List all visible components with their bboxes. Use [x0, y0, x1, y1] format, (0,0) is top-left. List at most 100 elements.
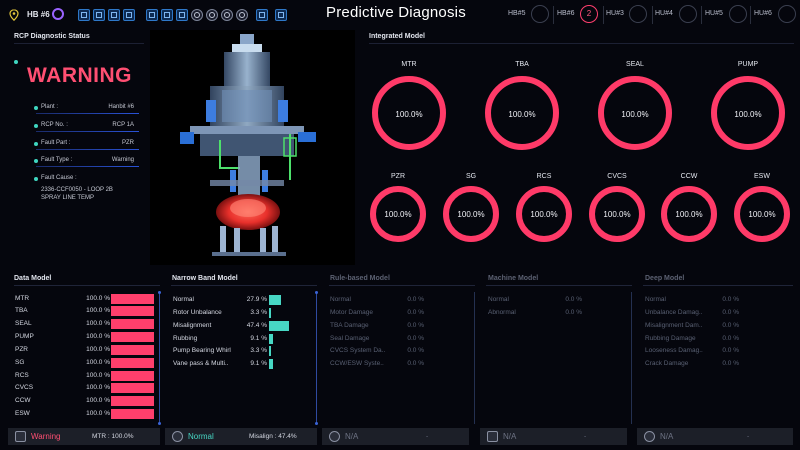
- plant-status-icon[interactable]: [52, 8, 64, 20]
- data-model-row-value: 100.0 %: [86, 346, 110, 353]
- narrow-band-row-label: Misalignment: [173, 322, 212, 329]
- divider: [36, 149, 139, 150]
- narrow-band-status: Normal: [188, 432, 214, 441]
- integrated-ring-seal[interactable]: SEAL 100.0%: [596, 60, 674, 160]
- deep-model-title: Deep Model: [645, 275, 685, 282]
- disc-icon[interactable]: [191, 9, 203, 21]
- ring-gauge: [485, 76, 559, 150]
- ring-gauge: [443, 186, 499, 242]
- data-model-bar: [111, 294, 154, 304]
- rule-based-row-label: Motor Damage: [330, 309, 373, 316]
- tools-icon[interactable]: [93, 9, 105, 21]
- integrated-ring-pzr[interactable]: PZR 100.0%: [369, 172, 427, 252]
- fault-cause-line: SPRAY LINE TEMP: [41, 195, 95, 201]
- data-model-bar: [111, 345, 154, 355]
- data-model-row-label: MTR: [15, 295, 30, 302]
- rule-based-row-label: TBA Damage: [330, 322, 369, 329]
- narrow-band-title: Narrow Band Model: [172, 275, 238, 282]
- column-divider: [474, 292, 475, 424]
- data-model-row-value: 100.0 %: [86, 410, 110, 417]
- data-model-title: Data Model: [14, 275, 52, 282]
- window-icon[interactable]: [275, 9, 287, 21]
- data-model-row-value: 100.0 %: [86, 359, 110, 366]
- unit-label: HU#3: [606, 10, 624, 17]
- divider-tick: [158, 422, 161, 425]
- narrow-band-row-label: Vane pass & Multi..: [173, 360, 229, 367]
- data-model-bar: [111, 358, 154, 368]
- data-model-row-value: 100.0 %: [86, 397, 110, 404]
- bullet-dot: [34, 142, 38, 146]
- ring-value: 100.0%: [395, 110, 423, 119]
- deep-model-row-label: Misalignment Dam..: [645, 322, 703, 329]
- target-icon[interactable]: [176, 9, 188, 21]
- deep-model-status: N/A: [660, 432, 674, 441]
- data-model-status: Warning: [31, 432, 61, 441]
- ring-label: PUMP: [737, 61, 759, 68]
- unit-label: HU#4: [655, 10, 673, 17]
- rule-based-status-bar[interactable]: N/A -: [322, 428, 469, 445]
- integrated-ring-cvcs[interactable]: CVCS 100.0%: [588, 172, 646, 252]
- data-model-row-label: CCW: [15, 397, 31, 404]
- machine-model-row-label: Abnormal: [488, 309, 516, 316]
- integrated-ring-ccw[interactable]: CCW 100.0%: [660, 172, 718, 252]
- integrated-ring-pump[interactable]: PUMP 100.0%: [709, 60, 787, 160]
- flow-icon[interactable]: [146, 9, 158, 21]
- unit-hu5[interactable]: HU#5: [705, 5, 747, 25]
- narrow-band-status-bar[interactable]: Normal Misalign : 47.4%: [165, 428, 317, 445]
- narrow-band-bar: [269, 308, 271, 318]
- network-icon[interactable]: [161, 9, 173, 21]
- rule-based-row-value: 0.0 %: [407, 309, 424, 316]
- narrow-band-row-label: Normal: [173, 296, 194, 303]
- rule-based-row-value: 0.0 %: [407, 322, 424, 329]
- unit-label: HB#5: [508, 10, 526, 17]
- divider: [486, 285, 632, 286]
- machine-model-status-detail: -: [584, 433, 587, 440]
- deep-model-row-value: 0.0 %: [722, 296, 739, 303]
- ring-label: RCS: [536, 173, 552, 180]
- integrated-ring-tba[interactable]: TBA 100.0%: [483, 60, 561, 160]
- integrated-ring-sg[interactable]: SG 100.0%: [442, 172, 500, 252]
- rcp-pump-model-image[interactable]: [150, 30, 355, 265]
- data-model-status-icon: [15, 431, 26, 442]
- rcp-no-field-label: RCP No. :: [41, 122, 68, 128]
- data-model-row-label: TBA: [15, 307, 28, 314]
- data-model-bar: [111, 383, 154, 393]
- data-model-bar: [111, 371, 154, 381]
- machine-model-status-bar[interactable]: N/A -: [480, 428, 627, 445]
- deep-model-row-label: Rubbing Damage: [645, 335, 696, 342]
- data-model-row-label: RCS: [15, 372, 29, 379]
- list-icon[interactable]: [123, 9, 135, 21]
- unit-hb6[interactable]: HB#6 2: [557, 5, 599, 25]
- unit-status-ring: [778, 5, 796, 23]
- cross-icon[interactable]: [206, 9, 218, 21]
- camera-icon[interactable]: [256, 9, 268, 21]
- integrated-ring-mtr[interactable]: MTR 100.0%: [370, 60, 448, 160]
- data-model-bar: [111, 332, 154, 342]
- data-model-row-label: PUMP: [15, 333, 34, 340]
- divider: [652, 6, 653, 24]
- integrated-ring-esw[interactable]: ESW 100.0%: [733, 172, 791, 252]
- rule-based-row-label: CVCS System Da..: [330, 347, 386, 354]
- unit-hu4[interactable]: HU#4: [655, 5, 697, 25]
- ring-gauge: [734, 186, 790, 242]
- plant-selector-label[interactable]: HB #6: [27, 10, 50, 19]
- ring-value: 100.0%: [621, 110, 649, 119]
- data-model-status-bar[interactable]: Warning MTR : 100.0%: [8, 428, 160, 445]
- deep-model-row-label: Unbalance Damag..: [645, 309, 703, 316]
- face-icon[interactable]: [221, 9, 233, 21]
- report-icon[interactable]: [108, 9, 120, 21]
- integrated-ring-rcs[interactable]: RCS 100.0%: [515, 172, 573, 252]
- ring-label: SEAL: [626, 61, 644, 68]
- machine-model-row-label: Normal: [488, 296, 509, 303]
- unit-hu6[interactable]: HU#6: [754, 5, 798, 25]
- narrow-band-bar: [269, 346, 271, 356]
- grid-icon[interactable]: [78, 9, 90, 21]
- divider-tick: [315, 291, 318, 294]
- unit-hb5[interactable]: HB#5: [508, 5, 550, 25]
- divider: [369, 43, 794, 44]
- unit-alert-count: 2: [580, 5, 598, 23]
- unit-hu3[interactable]: HU#3: [606, 5, 648, 25]
- deep-model-status-bar[interactable]: N/A -: [637, 428, 793, 445]
- deep-model-row-value: 0.0 %: [722, 322, 739, 329]
- search-icon[interactable]: [236, 9, 248, 21]
